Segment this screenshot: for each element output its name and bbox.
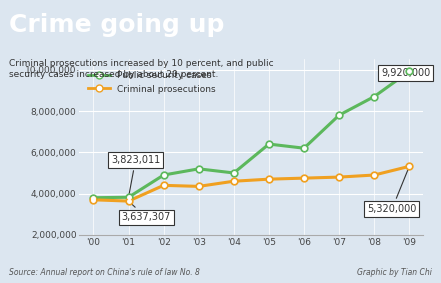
Text: 5,320,000: 5,320,000 bbox=[367, 169, 417, 214]
Text: Crime going up: Crime going up bbox=[9, 14, 224, 37]
Text: 9,920,000: 9,920,000 bbox=[381, 68, 430, 78]
Text: 3,637,307: 3,637,307 bbox=[122, 203, 171, 222]
Text: Source: Annual report on China's rule of law No. 8: Source: Annual report on China's rule of… bbox=[9, 268, 200, 277]
Text: Graphic by Tian Chi: Graphic by Tian Chi bbox=[357, 268, 432, 277]
Text: Criminal prosecutions increased by 10 percent, and public
security cases increas: Criminal prosecutions increased by 10 pe… bbox=[9, 59, 273, 79]
Legend: Public security cases, Criminal prosecutions: Public security cases, Criminal prosecut… bbox=[84, 67, 220, 97]
Text: 3,823,011: 3,823,011 bbox=[111, 155, 160, 194]
